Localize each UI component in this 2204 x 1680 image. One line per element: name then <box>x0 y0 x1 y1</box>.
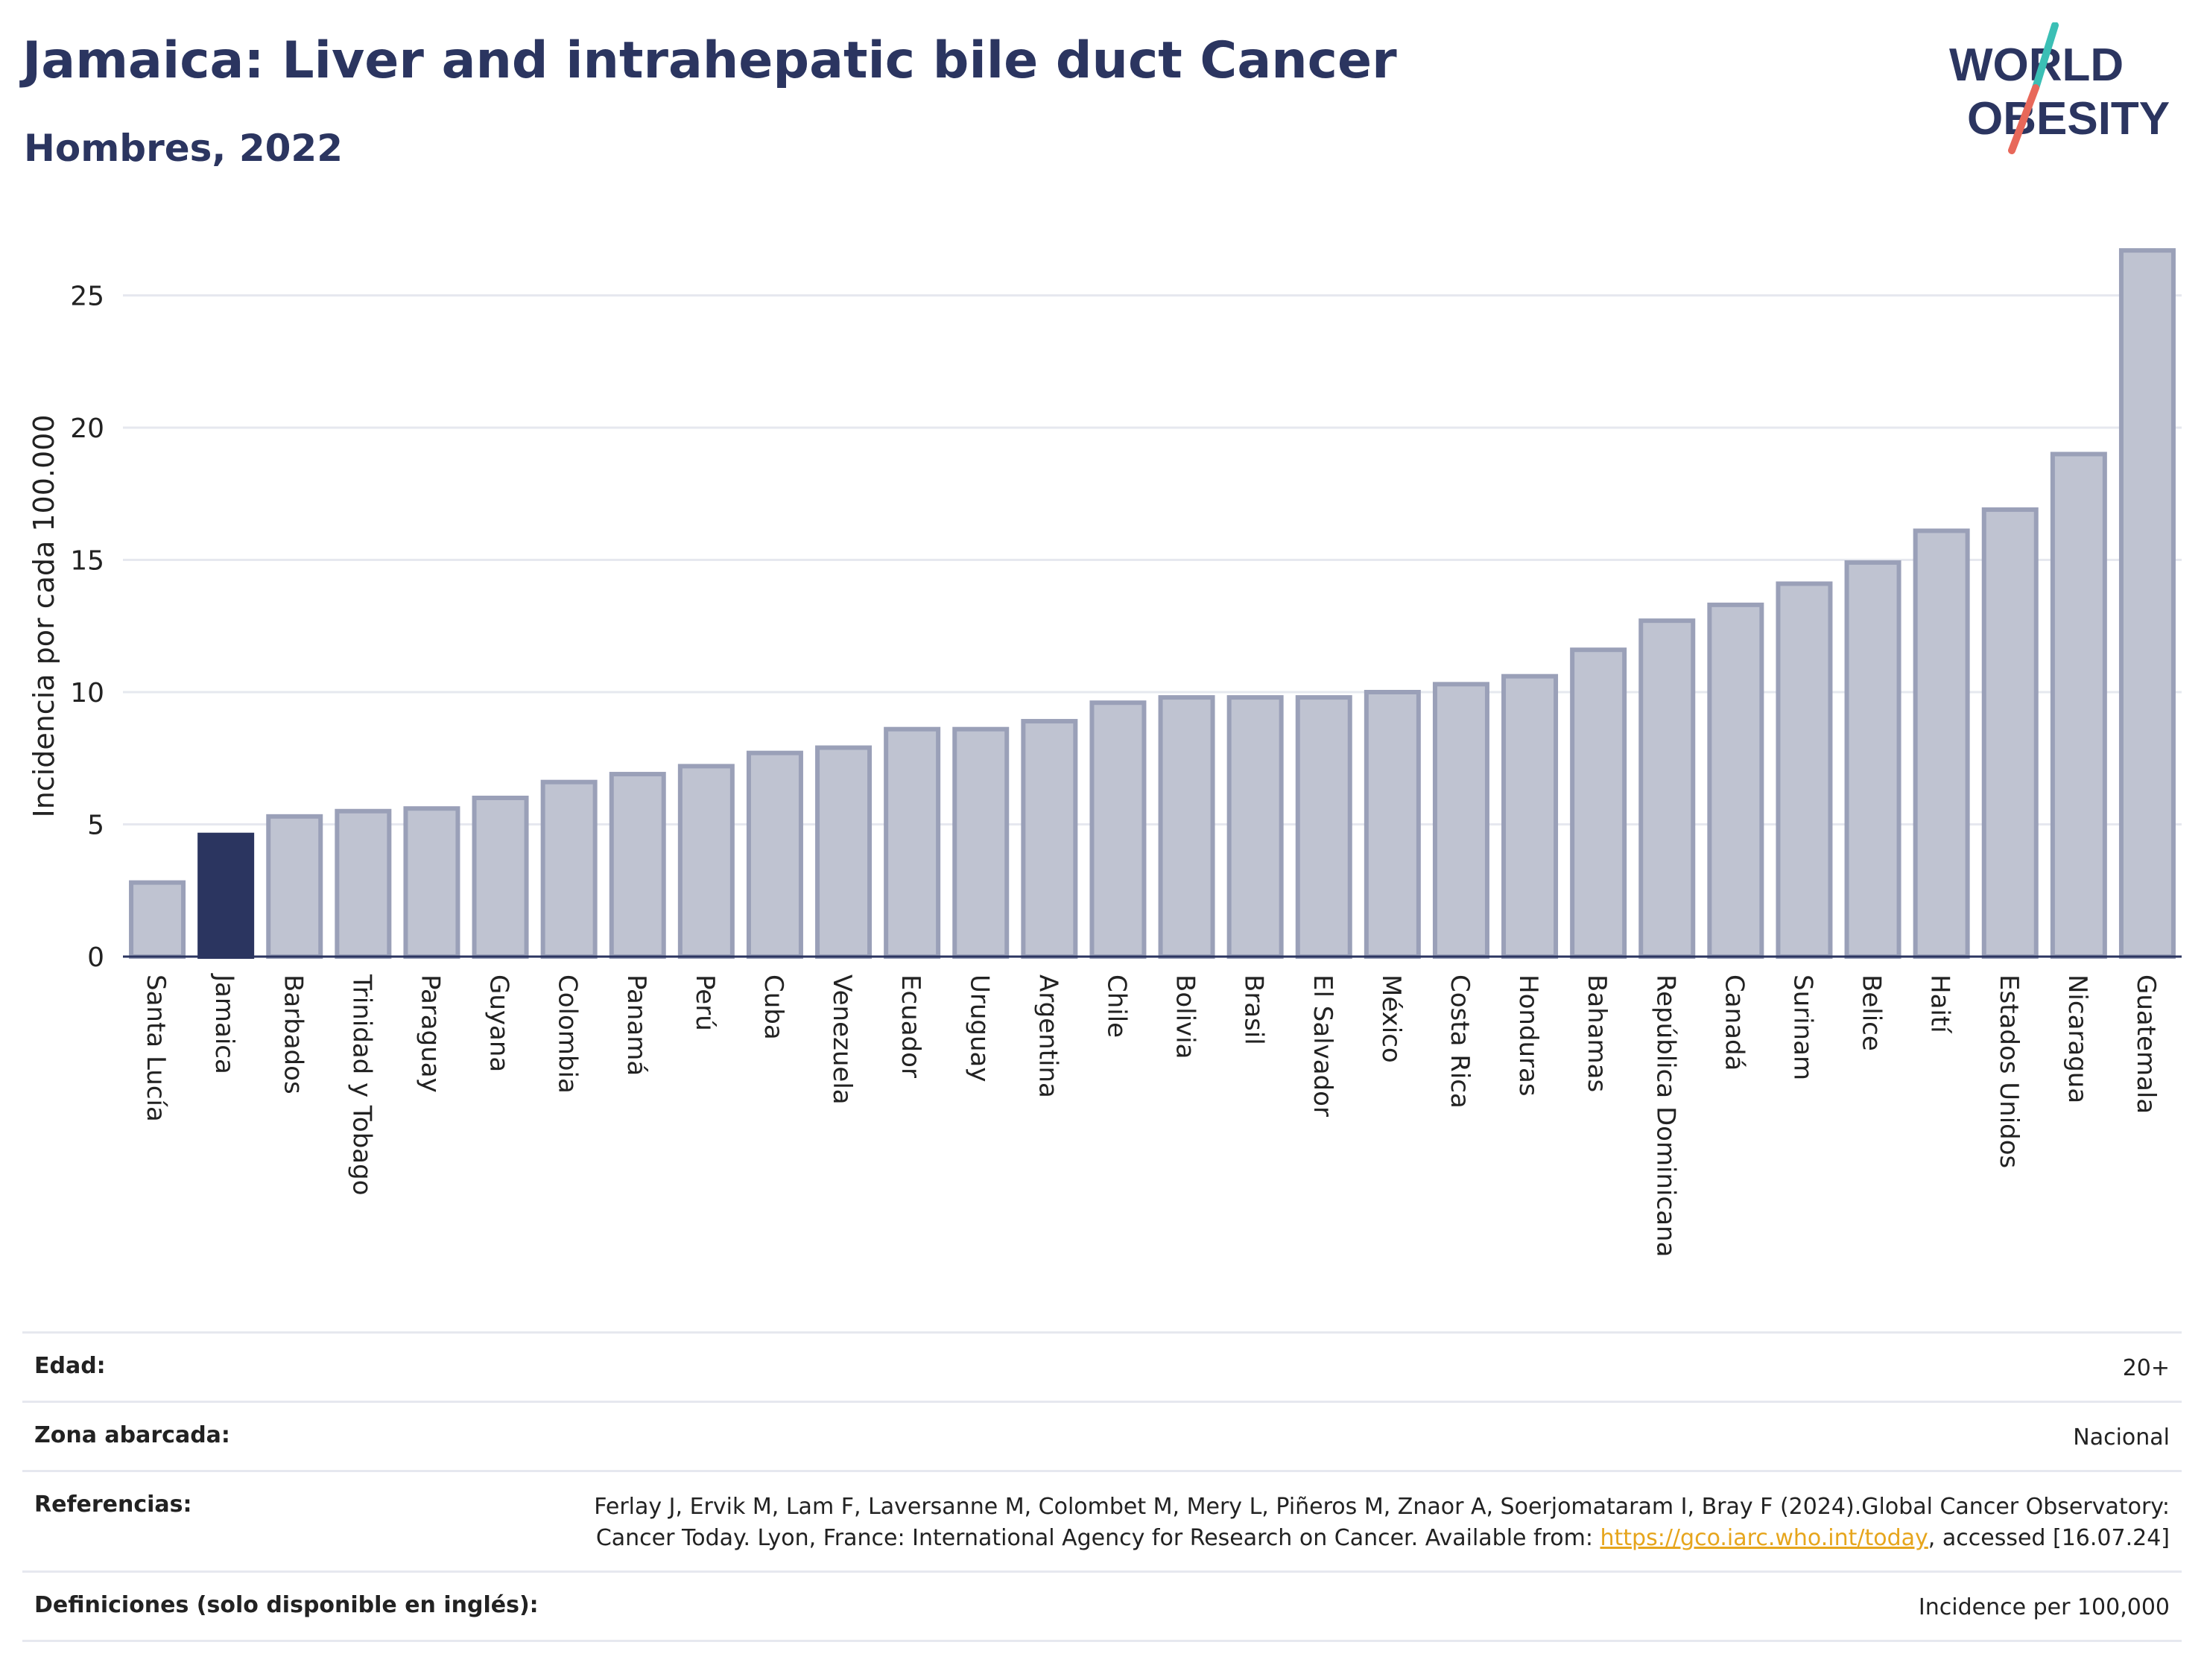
bar-guyana <box>472 796 529 959</box>
y-tick-label: 25 <box>70 282 104 312</box>
x-tick-label: Santa Lucía <box>141 974 171 1122</box>
bar-nicaragua <box>2050 451 2107 959</box>
age-value: 20+ <box>2122 1355 2170 1381</box>
x-tick-label: Brasil <box>1239 974 1269 1045</box>
x-tick-label: Bahamas <box>1582 974 1612 1092</box>
x-tick-label: Guatemala <box>2131 974 2161 1114</box>
bar-guatemala <box>2118 248 2176 959</box>
y-tick-label: 20 <box>70 413 104 444</box>
x-tick-label: Colombia <box>553 974 583 1094</box>
bar-panam- <box>609 772 666 960</box>
x-tick-label: El Salvador <box>1308 974 1337 1117</box>
bar-paraguay <box>403 806 460 959</box>
y-tick-label: 5 <box>87 811 104 841</box>
y-tick-label: 0 <box>87 942 104 973</box>
world-obesity-logo: WORLD OBESITY <box>1949 22 2170 154</box>
x-tick-label: Bolivia <box>1171 974 1200 1059</box>
info-table: Edad: 20+ Zona abarcada: Nacional Refere… <box>22 1331 2182 1642</box>
bar-uruguay <box>952 726 1010 959</box>
chart-subtitle: Hombres, 2022 <box>24 127 343 170</box>
bar-santa-luc-a <box>129 880 186 959</box>
y-axis-label: Incidencia por cada 100.000 <box>28 414 60 817</box>
x-tick-label: Costa Rica <box>1445 974 1475 1109</box>
x-tick-label: Panamá <box>621 974 651 1076</box>
bar-surinam <box>1776 581 1833 959</box>
bar-costa-rica <box>1432 682 1489 959</box>
bar-barbados <box>266 814 323 959</box>
references-label: Referencias: <box>34 1492 192 1518</box>
bar-estados-unidos <box>1981 507 2039 959</box>
bar-el-salvador <box>1295 695 1352 959</box>
bar-canad- <box>1707 602 1764 959</box>
info-row-age: Edad: 20+ <box>22 1334 2182 1403</box>
bar-jamaica <box>197 832 255 959</box>
y-tick-label: 10 <box>70 678 104 709</box>
logo-slash-teal <box>2032 22 2059 92</box>
bar-chart: 0 5 10 15 20 25 Santa Lucía Jamaica Barbados Tri… <box>28 248 2182 1257</box>
y-tick-label: 15 <box>70 546 104 577</box>
bar-per- <box>677 764 735 960</box>
logo-line2: OBESITY <box>1967 93 2170 145</box>
x-tick-label: Belice <box>1857 974 1887 1051</box>
x-tick-label: Trinidad y Tobago <box>346 974 376 1196</box>
bar-chile <box>1089 700 1147 959</box>
info-row-references: Referencias: Ferlay J, Ervik M, Lam F, L… <box>22 1472 2182 1573</box>
bar-ecuador <box>884 726 941 959</box>
info-row-zone: Zona abarcada: Nacional <box>22 1403 2182 1472</box>
chart-title: Jamaica: Liver and intrahepatic bile duc… <box>22 31 1397 90</box>
x-tick-label: Jamaica <box>209 973 239 1074</box>
info-row-definitions: Definiciones (solo disponible en inglés)… <box>22 1573 2182 1642</box>
references-text: Ferlay J, Ervik M, Lam F, Laversanne M, … <box>594 1494 2170 1551</box>
x-tick-label: Estados Unidos <box>1994 974 2024 1168</box>
x-tick-label: República Dominicana <box>1650 974 1680 1257</box>
x-tick-label: Guyana <box>484 974 514 1072</box>
bar-cuba <box>746 750 803 960</box>
x-tick-label: Argentina <box>1033 974 1063 1098</box>
references-link[interactable]: https://gco.iarc.who.int/today <box>1600 1525 1928 1551</box>
x-tick-label: Barbados <box>278 974 308 1094</box>
references-text-end: , accessed [16.07.24] <box>1928 1525 2170 1551</box>
bar-brasil <box>1226 695 1284 959</box>
bar-m-xico <box>1364 690 1421 959</box>
x-tick-label: Cuba <box>759 974 788 1040</box>
grid-lines <box>123 294 2182 825</box>
bar-trinidad-y-tobago <box>335 808 392 959</box>
x-tick-label: Perú <box>690 974 720 1031</box>
x-tick-label: Surinam <box>1787 974 1817 1080</box>
zone-value: Nacional <box>2073 1424 2170 1451</box>
references-value: Ferlay J, Ervik M, Lam F, Laversanne M, … <box>531 1492 2170 1554</box>
x-tick-label: Haití <box>1925 974 1955 1034</box>
age-label: Edad: <box>34 1353 106 1379</box>
definitions-value: Incidence per 100,000 <box>1918 1594 2170 1620</box>
x-tick-label: Nicaragua <box>2062 974 2092 1103</box>
zone-label: Zona abarcada: <box>34 1422 230 1448</box>
y-axis-ticks: 0 5 10 15 20 25 <box>70 282 104 974</box>
x-tick-label: Ecuador <box>896 974 925 1078</box>
x-tick-label: Paraguay <box>415 974 445 1093</box>
x-tick-label: Uruguay <box>964 974 994 1083</box>
bar-bahamas <box>1570 647 1627 959</box>
logo-slash-red <box>2008 84 2039 154</box>
bar-venezuela <box>815 745 873 959</box>
x-tick-label: México <box>1376 974 1406 1063</box>
bar-argentina <box>1021 719 1078 959</box>
bar-colombia <box>540 779 598 959</box>
bar-belice <box>1844 560 1901 959</box>
x-axis-labels: Santa Lucía Jamaica Barbados Trinidad y Tob… <box>141 973 2161 1257</box>
x-tick-label: Honduras <box>1513 974 1543 1097</box>
bar-hait- <box>1913 528 1970 959</box>
definitions-label: Definiciones (solo disponible en inglés)… <box>34 1592 539 1618</box>
bar-bolivia <box>1158 695 1215 959</box>
x-tick-label: Venezuela <box>827 974 857 1105</box>
bar-honduras <box>1501 673 1559 959</box>
x-tick-label: Canadá <box>1719 974 1749 1071</box>
bar-rep-blica-dominicana <box>1638 618 1696 960</box>
x-tick-label: Chile <box>1101 974 1131 1038</box>
bars <box>129 248 2176 960</box>
